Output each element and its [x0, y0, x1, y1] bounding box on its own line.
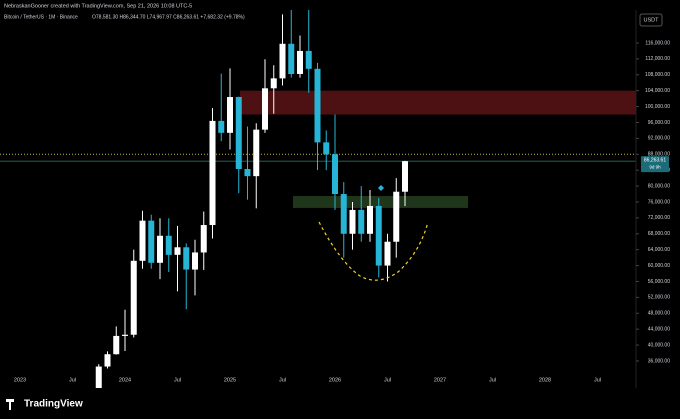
- candle-body: [340, 194, 347, 234]
- candle-body: [174, 247, 181, 255]
- candle-body: [323, 142, 330, 155]
- ohlc: O78,581.30 H86,344.70 L74,967.97 C86,263…: [92, 14, 245, 20]
- y-tick-label: 92,000.00: [648, 136, 670, 142]
- candle-body: [297, 50, 303, 74]
- zone: [240, 90, 636, 115]
- footer-bar: [0, 392, 680, 414]
- x-tick-label: Jul: [69, 377, 76, 383]
- candle-body: [314, 68, 321, 143]
- zone: [293, 196, 468, 208]
- currency-box[interactable]: [639, 13, 663, 27]
- x-tick-label: Jul: [489, 377, 496, 383]
- candle-body: [227, 97, 233, 133]
- last-price-box: [641, 156, 669, 173]
- candle-body: [218, 120, 225, 133]
- y-tick-label: 88,000.00: [648, 152, 670, 158]
- last-price-label: 86,263.61: [644, 158, 666, 164]
- y-tick-label: 112,000.00: [645, 56, 670, 62]
- candle-body: [130, 260, 137, 335]
- candle-body: [384, 241, 391, 266]
- x-tick-label: 2023: [14, 377, 26, 383]
- candle-body: [192, 252, 198, 270]
- candle-body: [305, 50, 312, 69]
- x-tick-label: 2026: [329, 377, 341, 383]
- x-tick-label: 2024: [119, 377, 131, 383]
- x-tick-label: Jul: [174, 377, 181, 383]
- y-tick-label: 104,000.00: [645, 88, 670, 94]
- x-tick-label: 2025: [224, 377, 236, 383]
- brand-logo: [6, 399, 14, 410]
- symbol: Bitcoin / TetherUS · 1M · Binance: [4, 14, 78, 20]
- x-tick-label: Jul: [279, 377, 286, 383]
- candle-body: [157, 235, 163, 263]
- x-tick-label: Jul: [384, 377, 391, 383]
- candle-body: [402, 161, 408, 192]
- candle-body: [235, 97, 242, 169]
- candle-body: [358, 209, 365, 234]
- y-tick-label: 80,000.00: [648, 183, 670, 189]
- marker: [378, 185, 384, 191]
- y-tick-label: 44,000.00: [648, 327, 670, 333]
- x-tick-label: 2028: [539, 377, 551, 383]
- y-tick-label: 52,000.00: [648, 295, 670, 301]
- candle-body: [209, 120, 216, 226]
- candle-body: [279, 43, 286, 79]
- y-tick-label: 100,000.00: [645, 104, 670, 110]
- candle-body: [349, 209, 356, 234]
- candle-body: [253, 129, 260, 177]
- y-tick-label: 68,000.00: [648, 231, 670, 237]
- candle-body: [95, 366, 102, 388]
- candle-body: [104, 354, 111, 367]
- x-tick-label: Jul: [594, 377, 601, 383]
- candle-body: [288, 43, 295, 74]
- credit: NebraskanGooner created with TradingView…: [4, 3, 192, 9]
- y-tick-label: 60,000.00: [648, 263, 670, 269]
- currency[interactable]: USDT: [644, 17, 660, 23]
- y-tick-label: 56,000.00: [648, 279, 670, 285]
- candle-body: [113, 335, 120, 355]
- x-tick-label: 2027: [434, 377, 446, 383]
- candle-body: [200, 225, 207, 253]
- y-tick-label: 72,000.00: [648, 215, 670, 221]
- y-tick-label: 108,000.00: [645, 72, 670, 78]
- candle-body: [148, 220, 155, 263]
- y-tick-label: 64,000.00: [648, 247, 670, 253]
- cup-drawing: [318, 221, 429, 281]
- y-tick-label: 76,000.00: [648, 199, 670, 205]
- candle-body: [270, 78, 277, 89]
- countdown: 9d 9h: [649, 164, 661, 169]
- y-tick-label: 96,000.00: [648, 120, 670, 126]
- candle-body: [139, 220, 146, 261]
- plot-area: [0, 10, 636, 388]
- y-tick-label: 116,000.00: [645, 40, 670, 46]
- candle-body: [122, 334, 128, 336]
- candle-body: [183, 247, 190, 270]
- candle-body: [332, 154, 338, 195]
- candle-body: [244, 168, 251, 177]
- y-tick-label: 48,000.00: [648, 311, 670, 317]
- candle-body: [165, 235, 172, 255]
- y-tick-label: 40,000.00: [648, 342, 670, 348]
- candle-body: [375, 205, 382, 266]
- candle-body: [367, 205, 373, 234]
- candle-body: [262, 88, 268, 130]
- brand: TradingView: [24, 399, 83, 410]
- candle-body: [393, 191, 400, 242]
- y-tick-label: 36,000.00: [648, 358, 670, 364]
